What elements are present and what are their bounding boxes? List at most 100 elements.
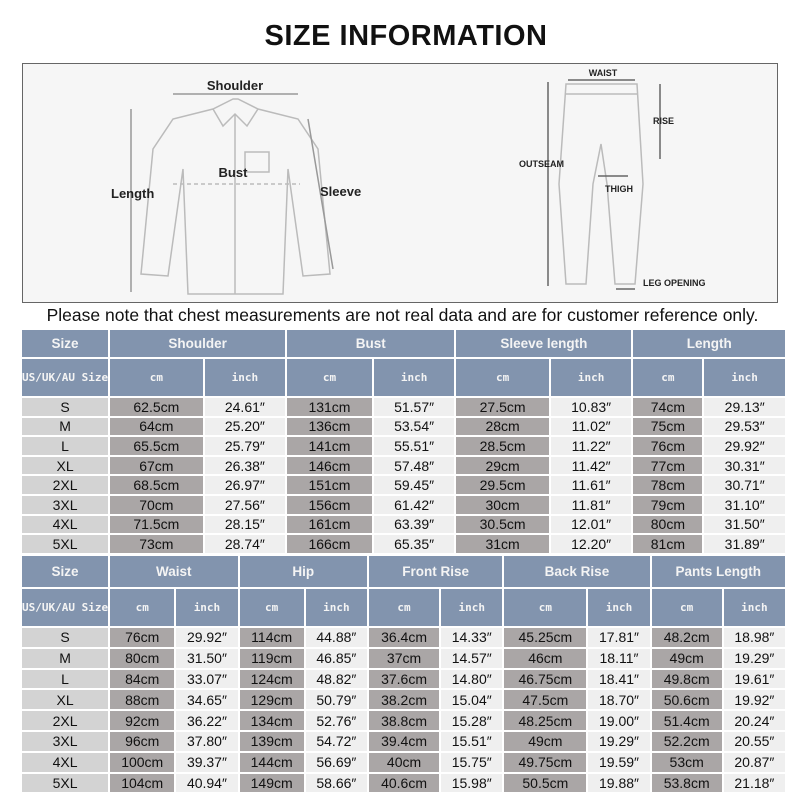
cm-value-cell: 64cm: [110, 417, 203, 436]
table-row: L 84cm 33.07″ 124cm 48.82″ 37.6cm 14.80″ 46.75c…: [22, 669, 785, 689]
inch-value-cell: 18.11″: [588, 648, 650, 668]
cm-value-cell: 77cm: [633, 456, 703, 475]
inch-value-cell: 20.55″: [723, 731, 785, 751]
table-row: XL 88cm 34.65″ 129cm 50.79″ 38.2cm 15.04″ 47.5c…: [22, 690, 785, 710]
inch-value-cell: 11.02″: [550, 417, 632, 436]
cm-value-cell: 78cm: [633, 476, 703, 494]
cm-value-cell: 139cm: [239, 731, 304, 751]
cm-value-cell: 65.5cm: [110, 437, 203, 455]
inch-value-cell: 51.57″: [373, 398, 455, 416]
inch-value-cell: 58.66″: [305, 773, 367, 793]
table-row: 5XL 104cm 40.94″ 149cm 58.66″ 40.6cm 15.98″ 50.…: [22, 773, 785, 793]
cm-value-cell: 88cm: [110, 690, 175, 710]
cm-unit-header: cm: [287, 359, 372, 396]
cm-value-cell: 48.25cm: [504, 711, 587, 730]
inch-value-cell: 37.80″: [176, 731, 238, 751]
inch-value-cell: 25.79″: [204, 437, 286, 455]
cm-value-cell: 37cm: [368, 648, 440, 668]
cm-value-cell: 49cm: [651, 648, 722, 668]
size-cell: 3XL: [22, 731, 109, 751]
inch-value-cell: 18.41″: [588, 669, 650, 689]
inch-unit-header: inch: [588, 589, 650, 626]
inch-value-cell: 31.10″: [704, 495, 785, 514]
table-row: XL 67cm 26.38″ 146cm 57.48″ 29cm 11.42″ 77cm 30.…: [22, 456, 785, 475]
cm-value-cell: 49cm: [504, 731, 587, 751]
cm-unit-header: cm: [110, 359, 203, 396]
cm-value-cell: 136cm: [287, 417, 372, 436]
inch-value-cell: 30.71″: [704, 476, 785, 494]
cm-value-cell: 53cm: [651, 752, 722, 772]
cm-unit-header: cm: [651, 589, 722, 626]
top-size-table: Size Shoulder Bust Sleeve length Length US/UK…: [20, 328, 787, 555]
inch-value-cell: 15.28″: [441, 711, 503, 730]
size-cell: M: [22, 417, 109, 436]
inch-value-cell: 44.88″: [305, 628, 367, 647]
inch-value-cell: 24.61″: [204, 398, 286, 416]
inch-value-cell: 10.83″: [550, 398, 632, 416]
cm-value-cell: 149cm: [239, 773, 304, 793]
inch-value-cell: 54.72″: [305, 731, 367, 751]
cm-value-cell: 146cm: [287, 456, 372, 475]
cm-value-cell: 46.75cm: [504, 669, 587, 689]
inch-unit-header: inch: [550, 359, 632, 396]
inch-value-cell: 61.42″: [373, 495, 455, 514]
cm-value-cell: 36.4cm: [368, 628, 440, 647]
inch-value-cell: 21.18″: [723, 773, 785, 793]
cm-value-cell: 141cm: [287, 437, 372, 455]
inch-value-cell: 30.31″: [704, 456, 785, 475]
table-row: 5XL 73cm 28.74″ 166cm 65.35″ 31cm 12.20″ 81cm 31…: [22, 535, 785, 553]
cm-value-cell: 80cm: [110, 648, 175, 668]
inch-value-cell: 18.70″: [588, 690, 650, 710]
inch-value-cell: 19.29″: [723, 648, 785, 668]
table-row: M 64cm 25.20″ 136cm 53.54″ 28cm 11.02″ 75cm 29.5…: [22, 417, 785, 436]
cm-value-cell: 76cm: [633, 437, 703, 455]
cm-unit-header: cm: [368, 589, 440, 626]
cm-value-cell: 30cm: [456, 495, 549, 514]
cm-unit-header: cm: [504, 589, 587, 626]
size-cell: L: [22, 669, 109, 689]
inch-value-cell: 12.20″: [550, 535, 632, 553]
inch-value-cell: 12.01″: [550, 515, 632, 534]
inch-value-cell: 63.39″: [373, 515, 455, 534]
cm-value-cell: 27.5cm: [456, 398, 549, 416]
table-row: 3XL 96cm 37.80″ 139cm 54.72″ 39.4cm 15.51″ 49cm…: [22, 731, 785, 751]
size-cell: XL: [22, 456, 109, 475]
column-group-header: Bust: [287, 330, 455, 357]
shoulder-label: Shoulder: [207, 78, 263, 93]
inch-value-cell: 11.81″: [550, 495, 632, 514]
table-row: 2XL 92cm 36.22″ 134cm 52.76″ 38.8cm 15.28″ 48.2…: [22, 711, 785, 730]
inch-value-cell: 56.69″: [305, 752, 367, 772]
inch-value-cell: 11.22″: [550, 437, 632, 455]
table-row: M 80cm 31.50″ 119cm 46.85″ 37cm 14.57″ 46cm 18.1…: [22, 648, 785, 668]
inch-value-cell: 11.61″: [550, 476, 632, 494]
size-cell: 2XL: [22, 476, 109, 494]
inch-value-cell: 15.04″: [441, 690, 503, 710]
inch-unit-header: inch: [704, 359, 785, 396]
cm-value-cell: 134cm: [239, 711, 304, 730]
cm-value-cell: 100cm: [110, 752, 175, 772]
inch-value-cell: 39.37″: [176, 752, 238, 772]
inch-value-cell: 53.54″: [373, 417, 455, 436]
cm-value-cell: 71.5cm: [110, 515, 203, 534]
bust-label: Bust: [219, 165, 249, 180]
inch-value-cell: 29.92″: [176, 628, 238, 647]
inch-value-cell: 17.81″: [588, 628, 650, 647]
cm-value-cell: 46cm: [504, 648, 587, 668]
cm-value-cell: 31cm: [456, 535, 549, 553]
cm-value-cell: 166cm: [287, 535, 372, 553]
cm-value-cell: 52.2cm: [651, 731, 722, 751]
size-cell: 5XL: [22, 773, 109, 793]
sleeve-label: Sleeve: [320, 184, 361, 199]
length-label: Length: [111, 186, 154, 201]
inch-unit-header: inch: [305, 589, 367, 626]
size-cell: 2XL: [22, 711, 109, 730]
cm-unit-header: cm: [456, 359, 549, 396]
inch-value-cell: 15.51″: [441, 731, 503, 751]
cm-value-cell: 48.2cm: [651, 628, 722, 647]
inch-unit-header: inch: [373, 359, 455, 396]
size-cell: 3XL: [22, 495, 109, 514]
cm-value-cell: 131cm: [287, 398, 372, 416]
cm-value-cell: 129cm: [239, 690, 304, 710]
size-cell: 5XL: [22, 535, 109, 553]
inch-unit-header: inch: [204, 359, 286, 396]
